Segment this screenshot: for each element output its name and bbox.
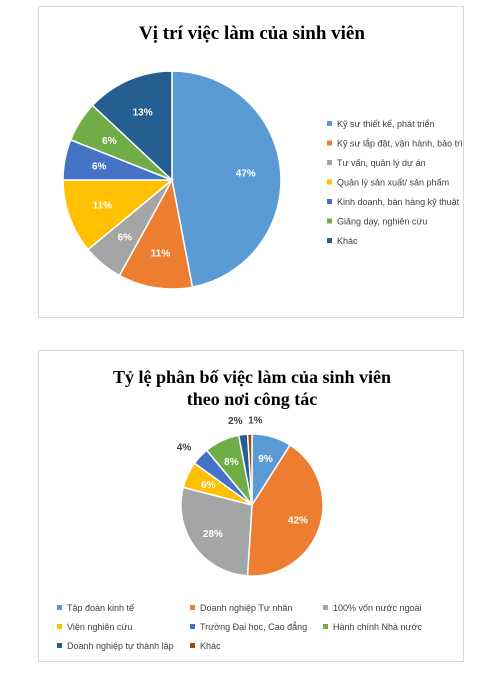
slice-label: 42%: [288, 515, 308, 526]
legend-swatch: [327, 140, 332, 146]
legend: Kỹ sư thiết kế, phát triển Kỹ sư lắp đặt,…: [327, 119, 463, 246]
legend-swatch: [57, 643, 62, 648]
legend-swatch: [190, 605, 195, 610]
legend-swatch: [327, 179, 332, 185]
slice-label: 9%: [258, 454, 273, 465]
chart-panel-workplace: Tỷ lệ phân bố việc làm của sinh viên the…: [38, 350, 464, 662]
slice-label: 13%: [133, 108, 153, 119]
pie-slices: [180, 433, 324, 577]
pie-slices: [62, 70, 282, 290]
legend-swatch: [323, 605, 328, 610]
pie-slice: [171, 70, 282, 288]
slice-label: 8%: [224, 457, 239, 468]
legend-entry: Giảng dạy, nghiên cứu: [337, 217, 427, 227]
pie-slice: [91, 70, 173, 182]
pie-chart-workplace: Tỷ lệ phân bố việc làm của sinh viên the…: [57, 367, 422, 651]
legend-entry: Tư vấn, quản lý dự án: [337, 158, 426, 168]
legend-swatch: [327, 218, 332, 224]
slice-label: 6%: [118, 233, 133, 244]
pie-slice: [118, 177, 194, 290]
legend: Tập đoàn kinh tế Doanh nghiệp Tư nhân 100%…: [57, 603, 422, 651]
pie-slice: [180, 486, 253, 577]
legend-swatch: [57, 605, 62, 610]
chart-title: Vị trí việc làm của sinh viên: [139, 23, 365, 44]
pie-chart-positions: Vị trí việc làm của sinh viên 47% 11% 6% 11…: [62, 23, 463, 290]
pie-slice: [246, 433, 253, 506]
chart-panel-positions: Vị trí việc làm của sinh viên 47% 11% 6% 11…: [38, 6, 464, 318]
legend-entry: Doanh nghiệp Tư nhân: [200, 603, 292, 613]
slice-label: 47%: [236, 169, 256, 180]
slice-labels: 9% 42% 28% 6% 4% 8% 2% 1%: [177, 416, 308, 540]
legend-entry: Kỹ sư thiết kế, phát triển: [337, 119, 435, 129]
slice-label: 6%: [92, 162, 107, 173]
legend-entry: Kỹ sư lắp đặt, vận hành, bảo trì: [337, 139, 463, 149]
legend-swatch: [327, 238, 332, 243]
pie-slice: [62, 179, 175, 251]
legend-entry: Hành chính Nhà nước: [333, 622, 422, 632]
slice-label: 4%: [177, 442, 192, 453]
chart-title: Tỷ lệ phân bố việc làm của sinh viên: [113, 367, 391, 387]
legend-entry: Khác: [200, 641, 221, 651]
legend-entry: Doanh nghiệp tự thành lập: [67, 641, 174, 651]
legend-swatch: [327, 160, 332, 165]
slice-label: 2%: [228, 416, 243, 427]
legend-entry: Quản lý sản xuất/ sản phẩm: [337, 178, 449, 188]
slice-label: 28%: [203, 529, 223, 540]
legend-swatch: [323, 624, 328, 629]
slice-label: 6%: [102, 136, 117, 147]
legend-swatch: [327, 199, 332, 204]
legend-entry: Tập đoàn kinh tế: [67, 603, 134, 613]
pie-slice: [246, 444, 324, 577]
legend-entry: Trường Đại học, Cao đẳng: [200, 621, 307, 632]
legend-swatch: [190, 643, 195, 648]
legend-swatch: [57, 624, 62, 629]
legend-entry: Kinh doanh, bán hàng kỹ thuật: [337, 197, 460, 207]
legend-entry: 100% vốn nước ngoài: [333, 603, 421, 613]
legend-swatch: [327, 121, 332, 126]
slice-label: 1%: [248, 416, 263, 427]
slice-label: 11%: [93, 201, 113, 212]
chart-subtitle: theo nơi công tác: [187, 389, 317, 409]
slice-label: 6%: [201, 480, 216, 491]
legend-entry: Viện nghiên cứu: [67, 622, 132, 632]
legend-swatch: [190, 624, 195, 629]
slice-label: 11%: [151, 249, 171, 260]
slice-labels: 47% 11% 6% 11% 6% 6% 13%: [92, 108, 256, 260]
legend-entry: Khác: [337, 236, 358, 246]
